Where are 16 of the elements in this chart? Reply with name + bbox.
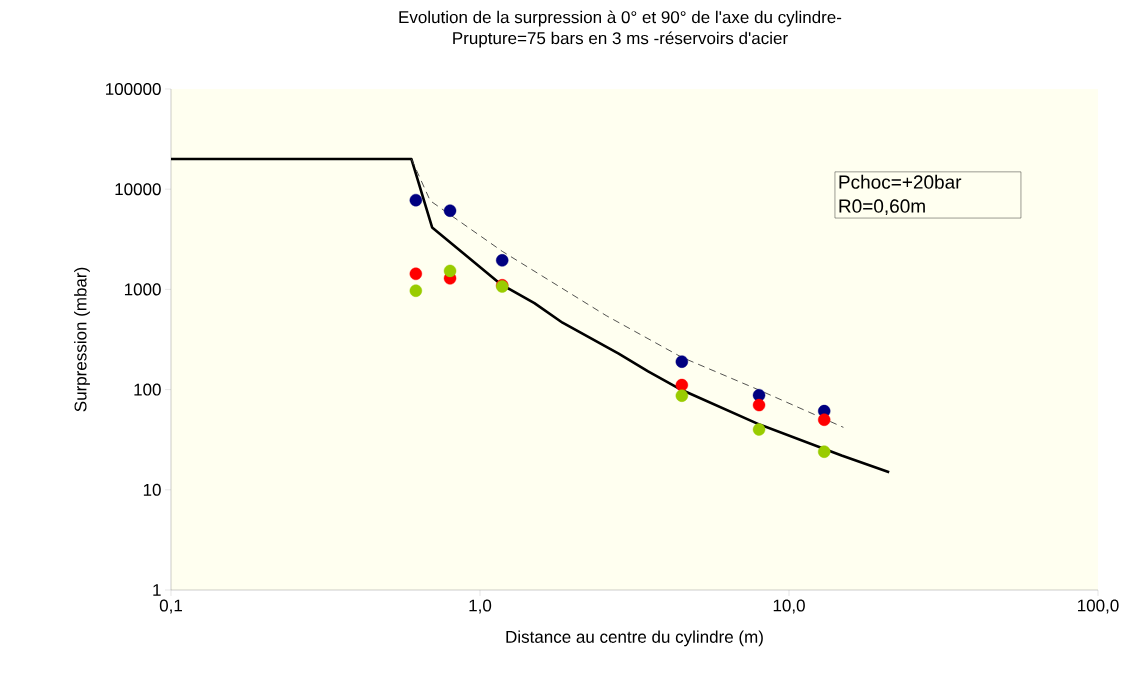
- chart-subtitle: Prupture=75 bars en 3 ms -réservoirs d'acier: [453, 31, 788, 48]
- y-tick-label: 100: [134, 383, 161, 396]
- annotation: Pchoc=+20bar: [839, 174, 962, 189]
- x-tick-label: 1,0: [469, 599, 492, 614]
- chart-title: Evolution de la surpression à 0° et 90° de l'axe du cylindre-: [399, 10, 842, 27]
- x-tick-label: 100,0: [1078, 599, 1119, 614]
- y-tick-label: 1000: [124, 283, 161, 296]
- x-tick-label: 0,1: [159, 599, 182, 614]
- y-tick-label: 100000: [106, 82, 161, 96]
- y-tick-label: 1: [153, 584, 161, 596]
- y-tick-label: 10: [143, 483, 161, 496]
- y-axis-title: Surpression (mbar): [74, 267, 90, 412]
- y-tick-label: 10000: [115, 183, 161, 196]
- annotation: R0=0,60m: [839, 199, 925, 216]
- x-axis-title: Distance au centre du cylindre (m): [506, 630, 763, 647]
- x-tick-label: 10,0: [773, 599, 805, 614]
